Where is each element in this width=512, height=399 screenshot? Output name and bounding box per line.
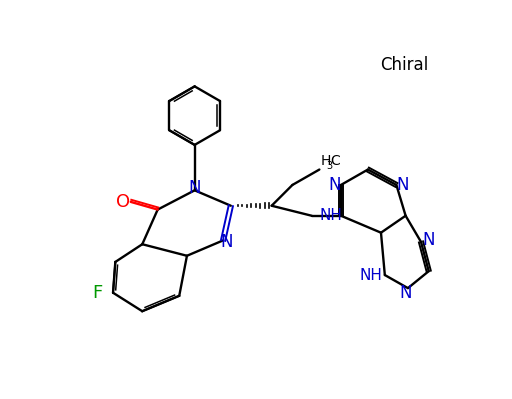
Text: F: F (93, 284, 103, 302)
Text: Chiral: Chiral (380, 56, 428, 74)
Text: C: C (330, 154, 340, 168)
Text: N: N (399, 284, 412, 302)
Text: H: H (321, 154, 331, 168)
Text: N: N (329, 176, 341, 194)
Text: O: O (116, 193, 130, 211)
Text: 3: 3 (326, 161, 332, 171)
Text: N: N (422, 231, 435, 249)
Text: N: N (396, 176, 409, 194)
Text: NH: NH (359, 268, 382, 282)
Text: NH: NH (319, 208, 342, 223)
Text: N: N (221, 233, 233, 251)
Text: N: N (188, 179, 201, 197)
